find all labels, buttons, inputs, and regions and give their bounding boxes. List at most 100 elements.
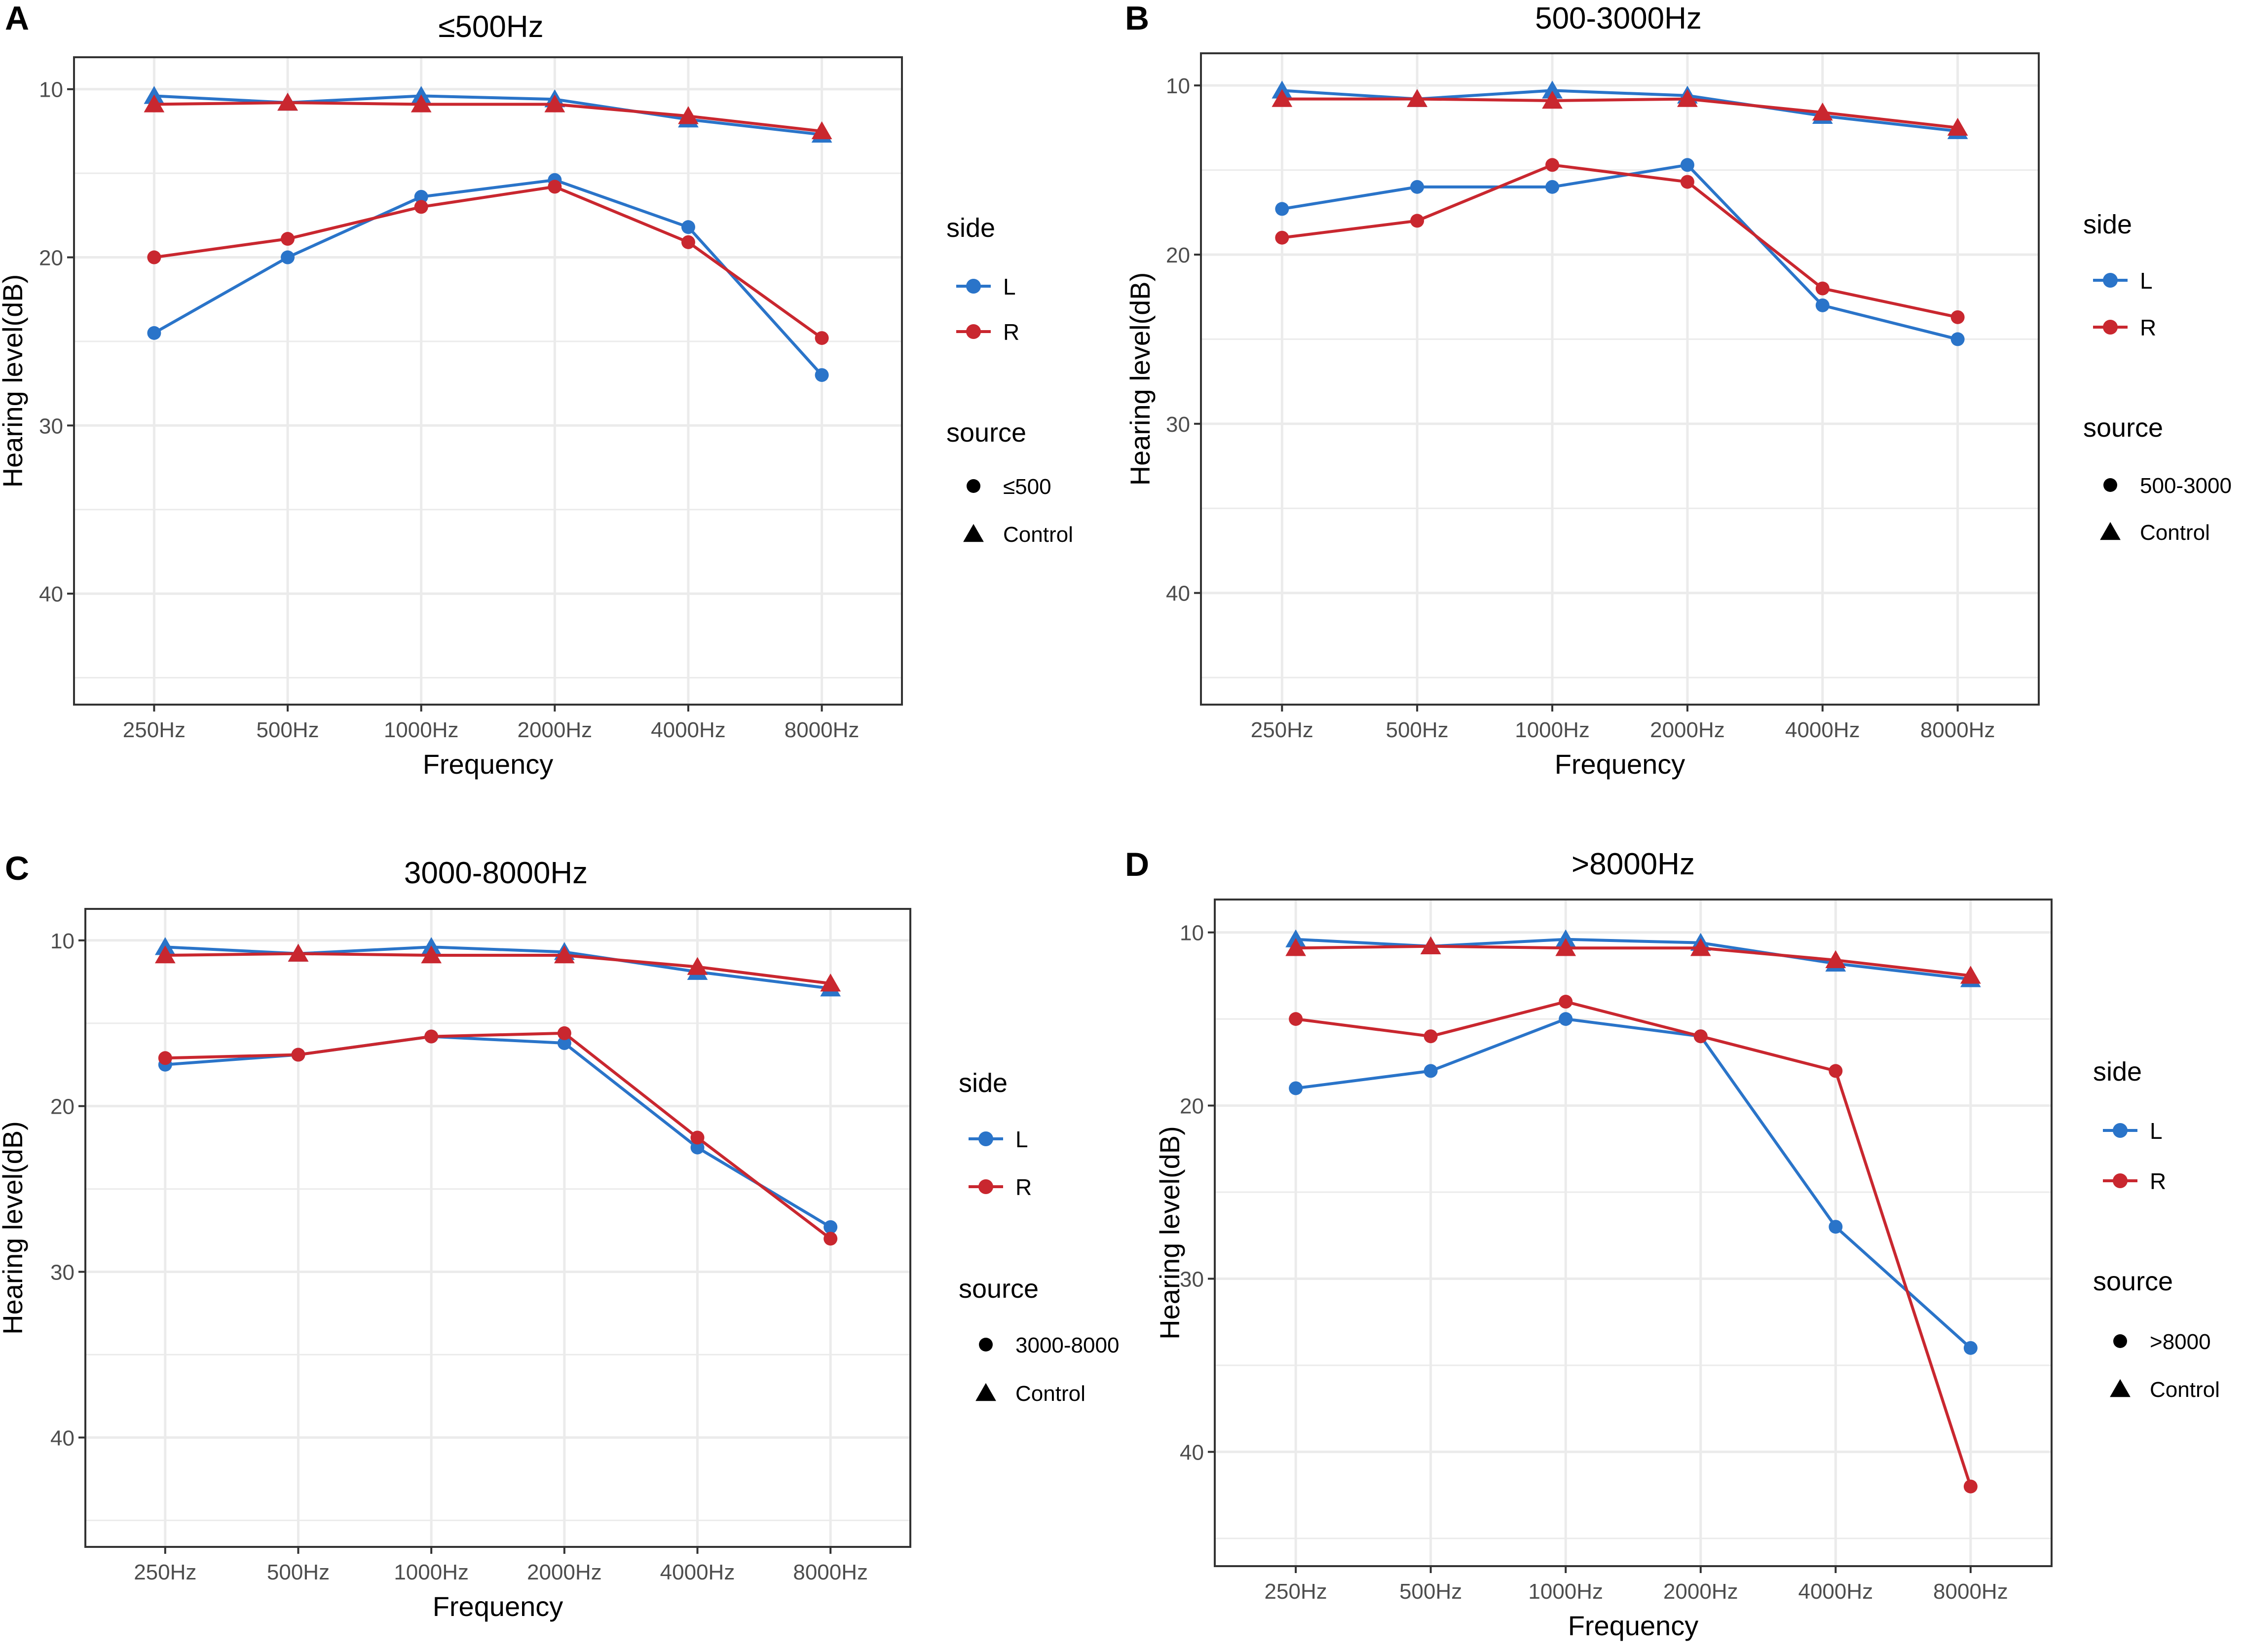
plot-border — [73, 56, 903, 706]
x-tick-label: 500Hz — [1386, 718, 1449, 742]
data-point-triangle — [1542, 90, 1563, 109]
x-tick-label: 4000Hz — [660, 1560, 735, 1584]
legend-key-circle — [2103, 478, 2117, 492]
legend-key-circle — [967, 479, 980, 493]
chart-title: ≤500Hz — [438, 10, 543, 44]
series-line-L-case — [1295, 1017, 1972, 1350]
data-point-triangle — [411, 94, 432, 113]
panel-letter: A — [5, 0, 29, 37]
legend-key-triangle — [963, 524, 984, 542]
plot-border — [1200, 52, 2040, 706]
y-tick-label: 40 — [50, 1426, 75, 1450]
data-point-triangle — [811, 121, 832, 140]
chart-title: 3000-8000Hz — [404, 856, 588, 890]
data-point-triangle — [678, 106, 699, 124]
x-tick-label: 1000Hz — [384, 718, 459, 742]
data-point-triangle — [1555, 938, 1576, 956]
legend-source-title: source — [946, 418, 1026, 448]
data-point-triangle — [1272, 89, 1293, 107]
legend-label-control: Control — [1015, 1382, 1085, 1406]
grid — [1215, 900, 2052, 1566]
legend-key-dot-R — [978, 1179, 993, 1194]
y-tick-label: 40 — [1166, 582, 1190, 606]
legend-label-control: Control — [2140, 521, 2210, 545]
data-point-circle — [414, 189, 428, 204]
y-axis-label: Hearing level(dB) — [0, 1121, 28, 1335]
y-axis-label: Hearing level(dB) — [1154, 1126, 1185, 1340]
panel-letter: B — [1125, 0, 1149, 37]
x-tick-label: 8000Hz — [785, 718, 860, 742]
data-point-triangle — [1420, 936, 1441, 954]
legend-label-R: R — [2150, 1168, 2166, 1194]
x-tick-label: 250Hz — [123, 718, 186, 742]
data-point-circle — [1815, 281, 1830, 296]
data-point-circle — [815, 331, 829, 345]
data-point-circle — [281, 250, 295, 264]
data-point-circle — [1423, 1029, 1438, 1044]
data-point-triangle — [554, 945, 575, 964]
series-line-L-case — [165, 1035, 831, 1229]
series-group — [1285, 929, 1981, 1494]
legend-key-circle — [2113, 1334, 2127, 1348]
grid — [1201, 53, 2039, 705]
x-axis-label: Frequency — [433, 1591, 563, 1622]
y-tick-label: 10 — [39, 78, 63, 102]
x-tick-label: 250Hz — [1265, 1579, 1327, 1604]
data-point-triangle — [1960, 966, 1981, 984]
data-point-triangle — [1407, 89, 1428, 107]
data-point-circle — [1275, 230, 1289, 245]
series-line-R-case — [153, 185, 823, 339]
x-tick-label: 1000Hz — [1528, 1579, 1603, 1604]
plot-border — [84, 908, 911, 1548]
data-point-circle — [815, 368, 829, 382]
x-tick-label: 2000Hz — [1650, 718, 1725, 742]
data-point-circle — [690, 1140, 705, 1155]
data-point-circle — [1275, 202, 1289, 216]
data-point-circle — [1963, 1341, 1978, 1355]
data-point-circle — [1545, 180, 1560, 194]
data-point-triangle — [277, 92, 298, 111]
data-point-circle — [1829, 1220, 1843, 1234]
legend-label-L: L — [2150, 1118, 2163, 1144]
series-line-L-control — [1282, 89, 1958, 133]
series-line-R-control — [165, 952, 831, 985]
series-line-R-control — [154, 101, 822, 133]
legend-label-control: Control — [2150, 1378, 2220, 1402]
y-tick-label: 40 — [39, 582, 63, 606]
data-point-circle — [690, 1130, 705, 1145]
legend-label-L: L — [1003, 274, 1016, 300]
legend-source-title: source — [2083, 413, 2163, 443]
legend-label-R: R — [1003, 319, 1019, 345]
x-tick-label: 500Hz — [256, 718, 319, 742]
y-tick-label: 30 — [1180, 1267, 1204, 1291]
data-point-circle — [681, 220, 695, 234]
legend-key-dot-L — [978, 1131, 993, 1146]
data-point-circle — [1423, 1064, 1438, 1078]
data-point-circle — [1545, 158, 1560, 172]
data-point-circle — [147, 326, 161, 340]
data-point-circle — [1680, 158, 1694, 172]
x-tick-label: 4000Hz — [1785, 718, 1860, 742]
y-axis-label: Hearing level(dB) — [0, 274, 28, 488]
y-tick-label: 30 — [1166, 413, 1190, 437]
series-line-R-case — [1281, 163, 1958, 319]
data-point-circle — [1950, 332, 1965, 346]
data-point-triangle — [1812, 102, 1833, 121]
plot-border — [1214, 899, 2053, 1567]
x-axis-label: Frequency — [1568, 1610, 1699, 1641]
legend-label-L: L — [2140, 268, 2153, 294]
series-group — [1272, 80, 1968, 346]
legend-side-title: side — [2083, 210, 2132, 239]
series-line-R-case — [1295, 1000, 1972, 1487]
data-point-circle — [823, 1232, 838, 1246]
legend-key-dot-L — [966, 279, 981, 294]
legend-key-triangle — [2100, 522, 2121, 540]
y-tick-label: 20 — [1180, 1094, 1204, 1119]
data-point-circle — [681, 235, 695, 249]
data-point-circle — [548, 180, 562, 194]
panel-letter: D — [1125, 846, 1149, 883]
x-tick-label: 1000Hz — [394, 1560, 469, 1584]
data-point-triangle — [1285, 938, 1307, 956]
